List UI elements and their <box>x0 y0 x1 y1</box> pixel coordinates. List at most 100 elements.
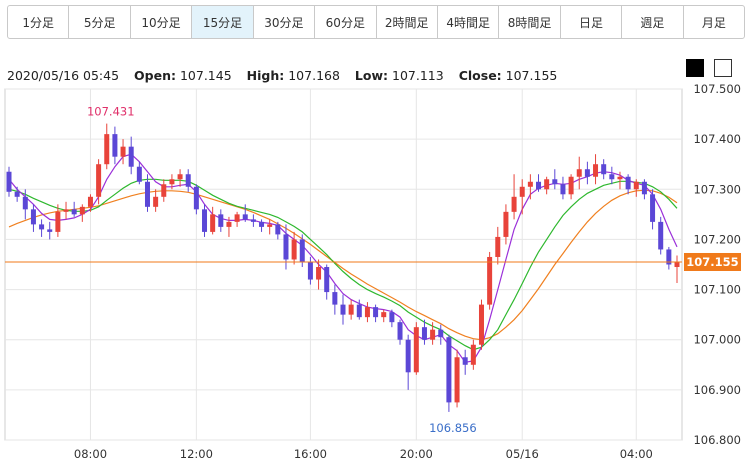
y-tick-label: 107.500 <box>693 82 741 96</box>
y-tick-label: 107.400 <box>693 132 741 146</box>
x-tick-label: 04:00 <box>620 447 653 461</box>
low-annotation: 106.856 <box>429 421 477 435</box>
high-annotation: 107.431 <box>87 105 135 119</box>
candle-body <box>641 181 647 195</box>
candle-body <box>658 221 664 250</box>
candle-body <box>79 206 85 215</box>
candle-body <box>340 304 346 315</box>
candle-body <box>161 184 167 197</box>
candle-body <box>625 176 631 190</box>
ohlc-datetime: 2020/05/16 05:45 <box>7 68 120 83</box>
candle-body <box>259 221 265 227</box>
candle-body <box>568 176 574 195</box>
close-value: 107.155 <box>505 68 558 83</box>
black-theme-button[interactable] <box>686 59 704 77</box>
candle-body <box>356 304 362 318</box>
candle-body <box>96 164 102 197</box>
x-tick-label: 05/16 <box>506 447 539 461</box>
candle-body <box>242 214 248 220</box>
y-tick-label: 107.200 <box>693 232 741 246</box>
tab-8[interactable]: 8時間足 <box>499 6 561 38</box>
candle-body <box>30 209 36 225</box>
high-value: 107.168 <box>288 68 340 83</box>
candle-body <box>609 174 615 180</box>
candle-body <box>210 214 216 232</box>
tab-1[interactable]: 5分足 <box>69 6 131 38</box>
white-theme-button[interactable] <box>714 59 732 77</box>
candle-body <box>650 194 656 222</box>
candle-body <box>267 224 273 227</box>
x-tick-label: 16:00 <box>294 447 327 461</box>
candle-body <box>544 179 550 190</box>
candle-body <box>177 174 183 180</box>
candle-body <box>495 236 501 257</box>
candle-body <box>71 209 77 215</box>
candle-body <box>593 164 599 177</box>
candle-body <box>144 181 150 207</box>
candle-body <box>584 169 590 177</box>
candle-body <box>674 261 680 268</box>
plot-area <box>4 88 683 441</box>
close-label: Close: <box>458 68 502 83</box>
candle-body <box>291 239 297 260</box>
tab-2[interactable]: 10分足 <box>131 6 193 38</box>
x-tick-label: 20:00 <box>400 447 433 461</box>
candle-body <box>454 357 460 403</box>
y-tick-label: 106.900 <box>693 383 741 397</box>
candle-body <box>250 219 256 222</box>
tab-5[interactable]: 60分足 <box>315 6 377 38</box>
candle-body <box>332 292 338 305</box>
candle-body <box>576 169 582 177</box>
candle-body <box>226 221 232 227</box>
y-tick-label: 106.800 <box>693 433 741 447</box>
candle-body <box>601 164 607 175</box>
candle-body <box>14 191 20 197</box>
candle-body <box>63 209 69 212</box>
candle-body <box>527 181 533 187</box>
tab-3[interactable]: 15分足 <box>192 6 254 38</box>
tab-9[interactable]: 日足 <box>561 6 623 38</box>
tab-6[interactable]: 2時間足 <box>377 6 438 38</box>
candle-body <box>511 196 517 212</box>
tab-10[interactable]: 週足 <box>622 6 684 38</box>
candle-body <box>478 304 484 345</box>
candle-body <box>6 171 12 192</box>
candle-body <box>617 176 623 180</box>
candle-body <box>666 249 672 265</box>
candle-body <box>389 312 395 323</box>
tab-7[interactable]: 4時間足 <box>438 6 500 38</box>
current-price-label: 107.155 <box>686 255 738 269</box>
candle-body <box>462 357 468 365</box>
ma-long-line <box>8 189 678 341</box>
candle-body <box>316 267 322 280</box>
candle-body <box>193 186 199 210</box>
candle-body <box>299 239 305 262</box>
candle-body <box>275 224 281 235</box>
candle-body <box>202 209 208 232</box>
candle-body <box>413 327 419 373</box>
tab-0[interactable]: 1分足 <box>8 6 70 38</box>
x-tick-label: 08:00 <box>74 447 107 461</box>
y-tick-label: 107.000 <box>693 333 741 347</box>
candle-body <box>430 329 436 340</box>
current-price-tag <box>684 252 741 271</box>
low-label: Low: <box>354 68 389 83</box>
candle-body <box>185 174 191 187</box>
candle-body <box>397 322 403 340</box>
candle-body <box>348 304 354 315</box>
candle-body <box>438 329 444 338</box>
x-tick-label: 12:00 <box>180 447 213 461</box>
tab-11[interactable]: 月足 <box>701 15 726 30</box>
candle-body <box>552 179 558 185</box>
ma-mid-line <box>8 178 678 351</box>
low-value: 107.113 <box>392 68 444 83</box>
tab-4[interactable]: 30分足 <box>254 6 316 38</box>
y-tick-label: 107.100 <box>693 283 741 297</box>
y-tick-label: 107.300 <box>693 182 741 196</box>
candle-body <box>234 214 240 222</box>
candle-body <box>22 196 28 210</box>
candle-body <box>283 234 289 260</box>
candle-body <box>87 196 93 207</box>
candle-body <box>39 224 45 230</box>
